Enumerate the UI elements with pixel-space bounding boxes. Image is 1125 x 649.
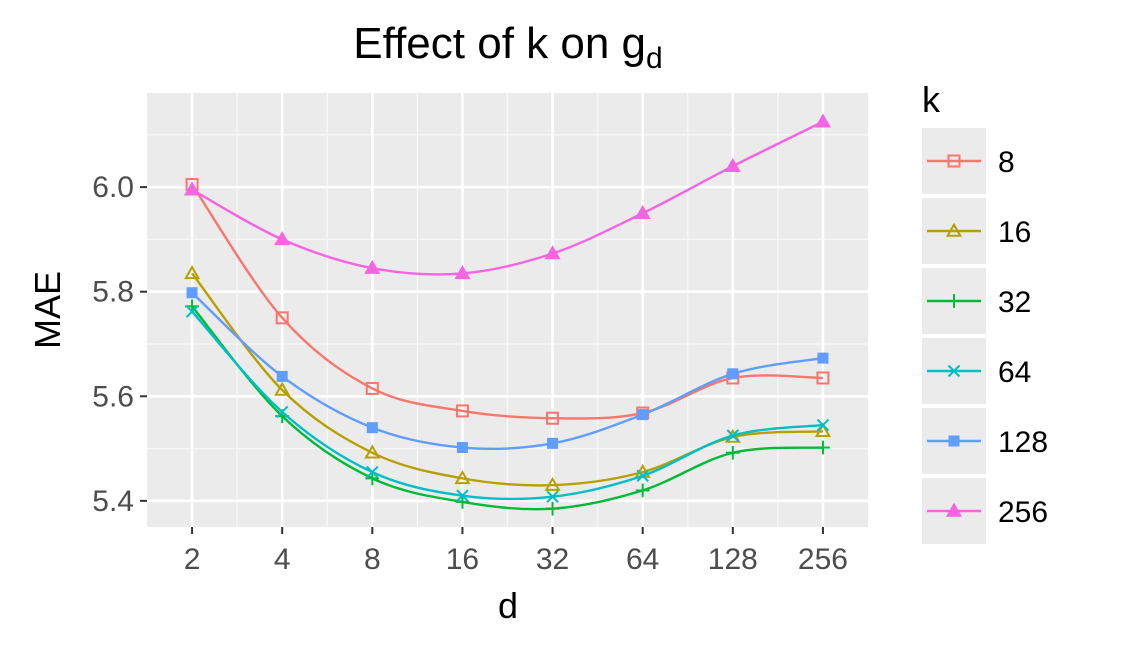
data-point-32: [365, 471, 380, 486]
plot-area: 5.4 5.6 5.8 6.0 2 4 8 16 32 64 128 256: [92, 93, 868, 576]
data-point-8: [365, 381, 379, 395]
data-point-64: [726, 429, 740, 442]
legend-item-8: 8: [922, 128, 1015, 194]
data-point-8: [455, 404, 469, 418]
legend-marker: [948, 435, 960, 447]
x-tick-label: 16: [446, 543, 479, 576]
data-point-128: [637, 409, 649, 421]
legend-item-16: 16: [922, 198, 1031, 264]
chart-title-main: Effect of k on g: [353, 19, 646, 68]
legend-label: 128: [998, 426, 1048, 459]
data-point-64: [185, 305, 199, 318]
y-axis-title: MAE: [27, 271, 68, 349]
series-64: [185, 305, 830, 503]
series-256: [184, 113, 831, 280]
x-tick-label: 256: [798, 543, 848, 576]
legend-label: 16: [998, 216, 1031, 249]
data-point-256: [274, 231, 291, 246]
y-tick-label: 5.4: [92, 485, 134, 518]
data-point-128: [817, 352, 829, 364]
series-32: [185, 299, 830, 516]
data-point-32: [455, 495, 470, 509]
x-tick-label: 32: [536, 543, 569, 576]
data-point-256: [544, 245, 561, 260]
legend-item-256: 256: [922, 478, 1048, 544]
data-point-16: [274, 381, 291, 396]
chart-title-subscript: d: [646, 42, 663, 75]
data-point-32: [635, 483, 650, 498]
data-point-256: [454, 265, 471, 280]
series-128: [186, 287, 829, 454]
y-tick-label: 5.8: [92, 276, 134, 309]
x-tick-label: 2: [184, 543, 201, 576]
legend-marker: [947, 364, 961, 378]
y-tick-label: 6.0: [92, 171, 134, 204]
data-point-64: [546, 490, 559, 503]
legend-title: k: [922, 79, 941, 120]
x-tick-label: 4: [274, 543, 291, 576]
x-tick-label: 8: [364, 543, 381, 576]
data-point-128: [456, 442, 468, 454]
data-point-256: [814, 113, 831, 128]
data-point-64: [456, 489, 469, 502]
legend-marker: [945, 502, 963, 517]
data-point-64: [636, 469, 649, 482]
data-point-256: [364, 259, 381, 274]
legend-label: 64: [998, 356, 1031, 389]
data-point-16: [814, 422, 831, 438]
data-point-8: [546, 411, 560, 425]
legend-marker: [947, 154, 961, 168]
y-tick-label: 5.6: [92, 380, 134, 413]
data-point-256: [634, 204, 651, 220]
legend-label: 256: [998, 496, 1048, 529]
data-point-64: [816, 418, 830, 432]
legend-item-64: 64: [922, 338, 1031, 404]
legend-item-128: 128: [922, 408, 1048, 474]
data-point-128: [276, 370, 288, 382]
data-point-64: [275, 405, 289, 419]
data-point-32: [816, 440, 830, 455]
data-point-16: [364, 444, 381, 459]
data-point-256: [724, 157, 741, 172]
series-line-8: [191, 183, 823, 420]
legend-marker: [945, 222, 963, 237]
data-point-256: [184, 181, 201, 196]
legend-item-32: 32: [922, 268, 1031, 334]
data-point-128: [366, 422, 378, 434]
legend-marker: [947, 294, 961, 308]
data-point-32: [725, 445, 740, 460]
legend: 8 16 32 64 128 256: [922, 128, 1048, 544]
x-tick-label: 128: [708, 543, 758, 576]
x-axis-title: d: [498, 585, 518, 626]
legend-label: 32: [998, 286, 1031, 319]
x-tick-label: 64: [626, 543, 659, 576]
data-point-16: [454, 470, 471, 485]
data-point-16: [184, 265, 201, 280]
data-point-8: [816, 371, 830, 385]
data-point-32: [545, 501, 560, 516]
data-point-128: [547, 437, 559, 449]
data-point-128: [186, 287, 198, 299]
legend-label: 8: [998, 146, 1015, 179]
data-point-64: [366, 465, 379, 479]
chart-title: Effect of k on gd: [353, 19, 662, 75]
data-point-128: [727, 368, 739, 380]
data-point-16: [544, 476, 561, 491]
data-point-8: [275, 311, 289, 325]
